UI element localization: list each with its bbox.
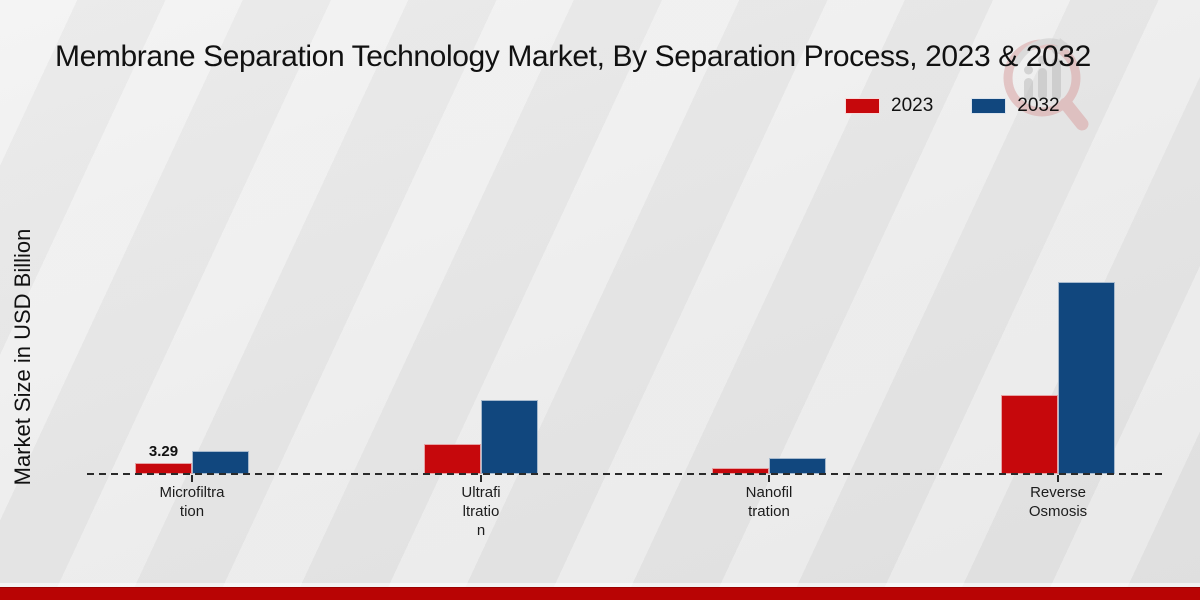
- footer-highlight-line: [0, 583, 1200, 587]
- category-label-microfiltration: Microfiltra tion: [159, 484, 225, 520]
- axis-tick: [768, 475, 770, 482]
- category-label-nanofiltration: Nanofil tration: [745, 484, 793, 520]
- axis-tick: [1057, 475, 1059, 482]
- bar-2023-ultrafiltration: [424, 444, 481, 474]
- chart-title: Membrane Separation Technology Market, B…: [55, 40, 1091, 73]
- legend-swatch-2023-icon: [845, 98, 880, 114]
- bar-2032-microfiltration: [192, 451, 249, 474]
- bar-2032-reverse-osmosis: [1058, 282, 1115, 474]
- bar-2023-reverse-osmosis: [1001, 395, 1058, 474]
- bar-value-label: 3.29: [148, 443, 179, 460]
- legend-swatch-2032-icon: [971, 98, 1007, 114]
- legend-item-2032: 2032: [971, 95, 1060, 117]
- x-axis-dashed-baseline: [87, 473, 1163, 475]
- footer-red-band: [0, 587, 1200, 600]
- category-label-reverse-osmosis: Reverse Osmosis: [1028, 484, 1088, 520]
- legend-label-2023: 2023: [891, 95, 934, 116]
- category-label-ultrafiltration: Ultrafi ltratio n: [461, 484, 501, 539]
- legend-label-2032: 2032: [1017, 95, 1060, 116]
- legend-item-2023: 2023: [845, 95, 933, 117]
- bar-2032-ultrafiltration: [481, 400, 538, 474]
- axis-tick: [191, 475, 193, 482]
- legend: 2023 2032: [845, 95, 1060, 117]
- axis-tick: [480, 475, 482, 482]
- watermark-magnifier-chart-icon: [1003, 38, 1089, 131]
- bar-2032-nanofiltration: [769, 458, 826, 474]
